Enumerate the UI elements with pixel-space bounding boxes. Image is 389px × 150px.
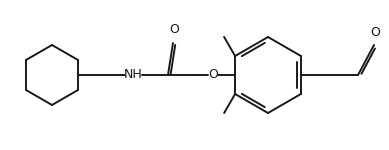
Text: O: O (208, 69, 218, 81)
Text: O: O (370, 26, 380, 39)
Text: NH: NH (124, 69, 142, 81)
Text: O: O (169, 23, 179, 36)
